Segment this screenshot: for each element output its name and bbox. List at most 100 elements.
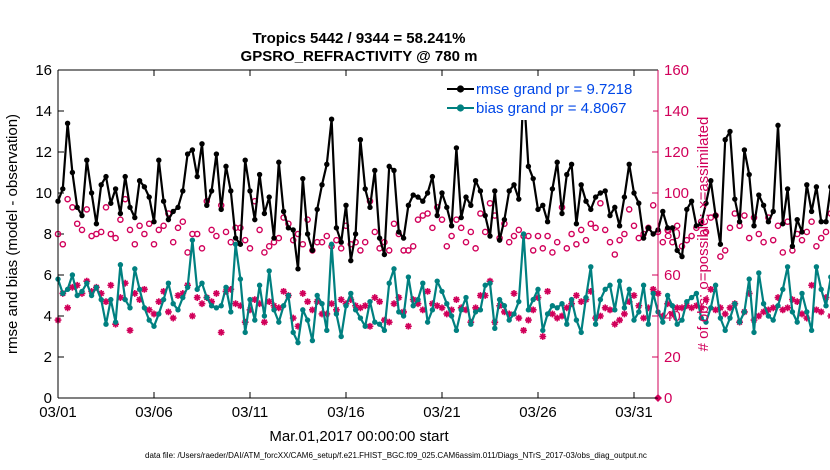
y-tick-label: 12 <box>35 144 52 161</box>
bias-point <box>525 307 532 313</box>
possible-point <box>760 238 767 246</box>
bias-point <box>74 292 80 299</box>
bias-point <box>463 294 469 301</box>
rmse-point <box>746 171 752 178</box>
rmse-point <box>626 161 632 167</box>
bias-point <box>616 278 623 284</box>
chart-title: Tropics 5442 / 9344 = 58.241% <box>252 30 465 47</box>
y-tick-label: 6 <box>44 267 52 284</box>
possible-point <box>333 236 340 244</box>
possible-point <box>78 226 86 234</box>
rmse-point <box>540 202 546 208</box>
bias-point <box>501 303 508 309</box>
possible-point <box>717 253 724 260</box>
bias-point <box>352 307 359 313</box>
bias-point <box>309 337 316 344</box>
bias-point <box>199 280 205 286</box>
bias-point <box>228 309 234 315</box>
assimilated-point <box>145 306 153 314</box>
possible-point <box>813 242 820 250</box>
assimilated-point <box>193 294 201 301</box>
possible-point <box>97 228 105 236</box>
bias-point <box>823 303 829 309</box>
assimilated-point <box>587 288 595 295</box>
bias-point <box>698 315 704 321</box>
rmse-point <box>530 175 536 182</box>
assimilated-point <box>155 298 163 306</box>
rmse-point <box>348 257 354 264</box>
assimilated-point <box>505 310 513 318</box>
possible-point <box>141 230 148 238</box>
legend: rmse grand pr = 9.7218 bias grand pr = 4… <box>443 79 653 120</box>
rmse-point <box>79 212 85 219</box>
possible-point <box>409 242 417 250</box>
possible-point <box>457 224 465 232</box>
rmse-point <box>108 200 114 206</box>
possible-point <box>472 245 479 252</box>
assimilated-point <box>107 281 115 289</box>
bias-point <box>722 327 728 334</box>
assimilated-point <box>131 290 139 297</box>
assimilated-point <box>121 279 129 287</box>
rmse-point <box>568 161 575 167</box>
possible-point <box>549 249 556 256</box>
rmse-point <box>664 225 671 231</box>
assimilated-point <box>438 304 446 312</box>
rmse-point <box>559 210 565 217</box>
assimilated-point <box>237 302 244 310</box>
rmse-point <box>84 157 90 163</box>
assimilated-point <box>165 308 172 316</box>
bias-point <box>165 280 172 286</box>
rmse-point <box>597 190 604 196</box>
bias-point <box>799 290 805 297</box>
assimilated-point <box>424 288 431 295</box>
rmse-point <box>237 241 244 247</box>
bias-point <box>703 319 709 325</box>
bias-point <box>559 301 565 307</box>
possible-point <box>59 240 67 248</box>
bias-point <box>760 301 767 307</box>
rmse-point <box>247 188 253 194</box>
rmse-point <box>328 116 335 122</box>
y-right-tick-label: 20 <box>664 349 681 366</box>
rmse-point <box>765 219 772 225</box>
possible-point <box>160 222 167 230</box>
bias-point <box>367 298 373 305</box>
rmse-point <box>439 190 445 196</box>
assimilated-point <box>813 306 820 314</box>
bias-point <box>184 284 191 290</box>
assimilated-point <box>395 294 403 301</box>
assimilated-point <box>515 314 523 322</box>
bias-point <box>146 317 152 323</box>
x-tick-label: 03/06 <box>135 404 173 421</box>
rmse-point <box>789 243 796 249</box>
assimilated-point <box>649 285 657 293</box>
possible-point <box>424 210 431 217</box>
bias-point <box>266 268 272 274</box>
assimilated-point <box>697 304 705 312</box>
possible-point <box>385 247 393 254</box>
bias-point <box>112 319 119 325</box>
bias-point <box>88 292 95 299</box>
rmse-point <box>69 169 76 176</box>
possible-point <box>726 224 734 232</box>
bias-point <box>650 290 656 297</box>
rmse-point <box>180 188 186 194</box>
bias-point <box>410 303 416 309</box>
rmse-point <box>434 212 440 219</box>
rmse-point <box>352 231 359 237</box>
assimilated-point <box>251 296 259 303</box>
assimilated-point <box>712 306 719 314</box>
rmse-point <box>679 253 685 260</box>
rmse-point <box>136 178 143 184</box>
assimilated-point <box>280 288 287 295</box>
possible-point <box>568 230 575 238</box>
bias-point <box>415 296 421 303</box>
assimilated-point <box>179 290 187 297</box>
bias-point <box>180 294 186 301</box>
assimilated-point <box>640 314 647 322</box>
rmse-point <box>453 145 460 151</box>
possible-point <box>601 226 609 234</box>
bias-point <box>79 288 85 295</box>
